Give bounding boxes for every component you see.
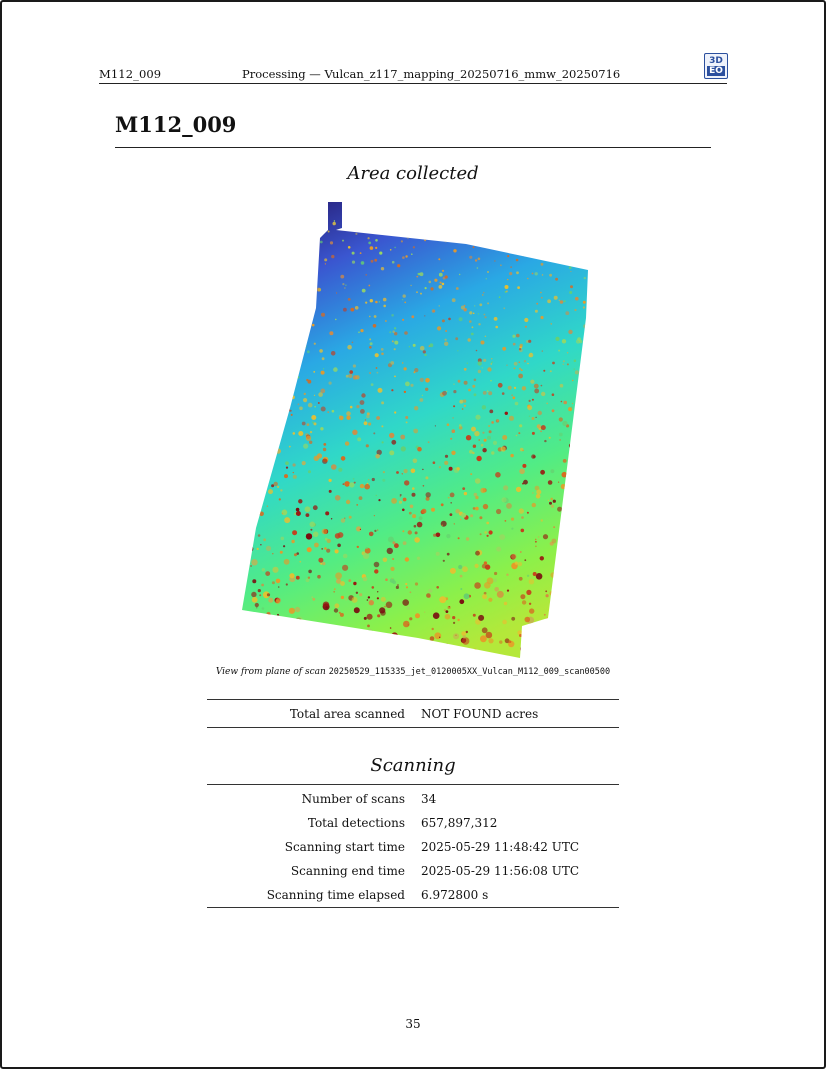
row-value: 657,897,312 [421,816,498,830]
scanning-table-bottom-rule [207,907,619,908]
row-label: Scanning time elapsed [266,888,405,902]
table-row: Scanning end time 2025-05-29 11:56:08 UT… [207,864,619,884]
row-value: 2025-05-29 11:56:08 UTC [421,864,580,878]
table-row: Scanning time elapsed 6.972800 s [207,888,619,908]
row-label: Scanning start time [284,840,405,854]
row-value: NOT FOUND acres [421,707,539,721]
table-row: Total area scanned NOT FOUND acres [207,707,619,727]
row-label: Scanning end time [290,864,405,878]
row-value: 2025-05-29 11:48:42 UTC [421,840,580,854]
title-rule [115,147,711,148]
logo-top-text: 3D [709,56,723,66]
area-table-bottom-rule [207,727,619,728]
area-collected-heading: Area collected [347,163,479,184]
scan-heightmap-image [242,202,588,658]
page-number: 35 [405,1017,421,1031]
row-value: 34 [421,792,437,806]
row-label: Total area scanned [289,707,405,721]
table-row: Scanning start time 2025-05-29 11:48:42 … [207,840,619,860]
map-caption: View from plane of scan 20250529_115335_… [0,667,826,677]
logo-bottom-text: EO [707,66,725,76]
page-title: M112_009 [115,112,237,137]
row-label: Total detections [307,816,405,830]
table-row: Number of scans 34 [207,792,619,812]
row-value: 6.972800 s [421,888,489,902]
area-table-top-rule [207,699,619,700]
header-title: Processing — Vulcan_z117_mapping_2025071… [242,67,621,81]
header-rule [99,83,727,84]
row-label: Number of scans [301,792,405,806]
table-row: Total detections 657,897,312 [207,816,619,836]
caption-prefix: View from plane of scan [215,667,326,677]
3deo-logo: 3D EO [704,53,728,79]
scanning-table-top-rule [207,784,619,785]
area-collected-map [236,198,592,664]
scanning-heading: Scanning [370,755,456,776]
header-doc-id: M112_009 [99,67,162,81]
caption-scan-id: 20250529_115335_jet_0120005XX_Vulcan_M11… [328,667,611,677]
